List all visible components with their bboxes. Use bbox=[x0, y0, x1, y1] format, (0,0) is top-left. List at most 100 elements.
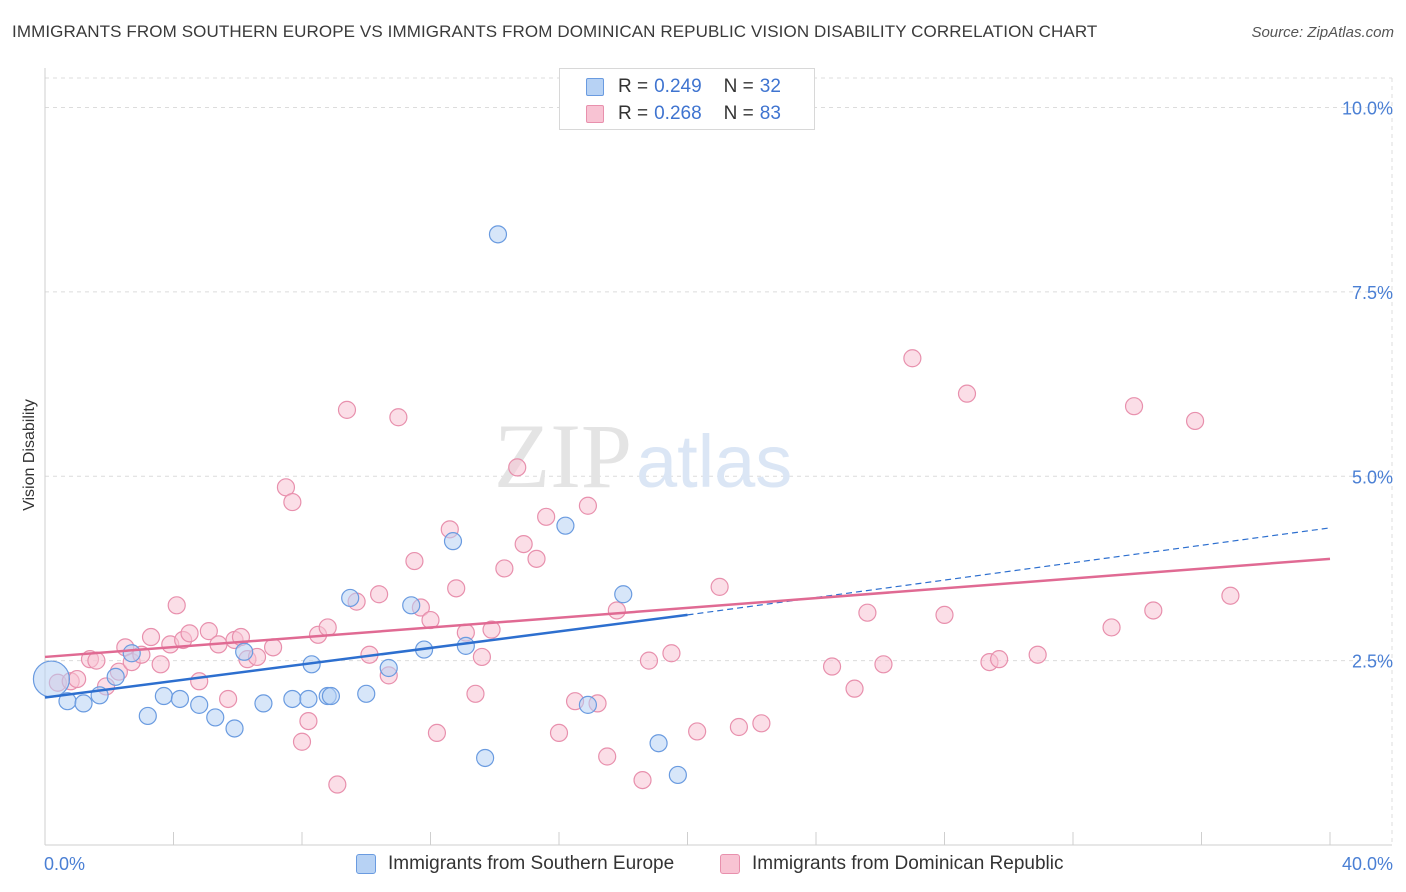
data-point bbox=[495, 559, 514, 578]
legend-swatch-pink bbox=[720, 854, 740, 874]
trend-line-pink bbox=[44, 557, 1331, 659]
data-point bbox=[466, 684, 485, 703]
trend-lines bbox=[44, 527, 1331, 699]
data-point bbox=[639, 651, 659, 670]
legend-row-dominican-republic: R = 0.268 N = 83 bbox=[586, 101, 781, 127]
data-point bbox=[337, 400, 357, 419]
data-point bbox=[68, 669, 87, 689]
correlation-legend: R = 0.249 N = 32 R = 0.268 N = 83 bbox=[559, 68, 815, 130]
data-point bbox=[845, 679, 864, 698]
watermark-zip: ZIP bbox=[494, 405, 632, 507]
data-point bbox=[138, 706, 157, 726]
y-tick-label: 10.0% bbox=[1342, 99, 1393, 119]
data-point bbox=[170, 689, 190, 709]
data-point bbox=[299, 689, 318, 709]
data-point bbox=[482, 620, 501, 639]
data-point bbox=[180, 624, 199, 643]
data-point bbox=[990, 650, 1009, 669]
data-point bbox=[283, 689, 302, 709]
data-point bbox=[1124, 397, 1144, 416]
data-point bbox=[729, 717, 749, 737]
data-point bbox=[292, 732, 312, 751]
data-point bbox=[1185, 411, 1205, 431]
data-point bbox=[379, 658, 398, 678]
source-credit: Source: ZipAtlas.com bbox=[1251, 24, 1394, 41]
legend-item-southern-europe: Immigrants from Southern Europe bbox=[356, 851, 674, 877]
data-point bbox=[190, 672, 209, 691]
legend-n-label: N = bbox=[723, 76, 754, 97]
data-point bbox=[710, 577, 729, 596]
data-point bbox=[858, 603, 877, 622]
data-point bbox=[199, 622, 218, 641]
data-point bbox=[74, 694, 93, 713]
legend-swatch-blue bbox=[356, 854, 376, 874]
legend-r-value: 0.268 bbox=[654, 103, 702, 124]
data-point bbox=[549, 723, 569, 743]
data-point bbox=[957, 384, 977, 403]
y-tick-label: 7.5% bbox=[1352, 283, 1393, 303]
data-point bbox=[283, 492, 302, 512]
legend-item-dominican-republic: Immigrants from Dominican Republic bbox=[720, 851, 1064, 877]
data-point bbox=[1221, 586, 1240, 605]
data-point bbox=[556, 516, 575, 535]
trend-extension-blue bbox=[687, 527, 1331, 616]
data-point bbox=[318, 618, 337, 637]
legend-label-dominican-republic: Immigrants from Dominican Republic bbox=[752, 853, 1064, 874]
data-point bbox=[154, 686, 173, 706]
data-point bbox=[752, 714, 771, 733]
data-point bbox=[633, 770, 652, 790]
legend-label-southern-europe: Immigrants from Southern Europe bbox=[388, 853, 675, 874]
watermark: ZIP atlas bbox=[494, 405, 792, 507]
legend-r-label: R = bbox=[618, 103, 649, 124]
data-point bbox=[649, 734, 668, 753]
x-tick-label-max: 40.0% bbox=[1342, 854, 1393, 874]
axes bbox=[44, 68, 1392, 846]
series-southern-europe-points bbox=[32, 225, 687, 785]
data-point bbox=[357, 684, 376, 703]
y-axis-label: Vision Disability bbox=[21, 399, 38, 511]
data-point bbox=[822, 657, 842, 676]
series-dominican-republic-points bbox=[48, 349, 1240, 794]
data-point bbox=[206, 708, 225, 727]
data-point bbox=[527, 549, 546, 568]
data-point bbox=[447, 579, 466, 598]
data-point bbox=[1028, 645, 1047, 664]
data-point bbox=[903, 349, 922, 368]
legend-n-label: N = bbox=[723, 103, 754, 124]
data-point bbox=[427, 723, 447, 743]
legend-swatch-pink bbox=[586, 105, 604, 123]
data-point bbox=[299, 711, 318, 731]
legend-n-value: 32 bbox=[759, 76, 781, 97]
data-point bbox=[935, 605, 954, 625]
chart-title: IMMIGRANTS FROM SOUTHERN EUROPE VS IMMIG… bbox=[12, 22, 1098, 41]
data-point bbox=[578, 695, 598, 714]
y-tick-label: 5.0% bbox=[1352, 467, 1393, 487]
data-point bbox=[321, 686, 341, 706]
data-point bbox=[32, 660, 71, 698]
data-point bbox=[263, 638, 283, 657]
data-point bbox=[219, 689, 238, 709]
watermark-atlas: atlas bbox=[636, 420, 792, 503]
axis-ticks: 2.5% 5.0% 7.5% 10.0% 0.0% 40.0% bbox=[44, 99, 1393, 875]
data-point bbox=[1144, 601, 1163, 620]
series-legend: Immigrants from Southern Europe Immigran… bbox=[0, 851, 1406, 877]
legend-n-value: 83 bbox=[759, 103, 781, 124]
data-point bbox=[141, 627, 161, 647]
data-point bbox=[443, 532, 463, 551]
data-point bbox=[341, 588, 360, 608]
data-point bbox=[578, 496, 598, 515]
x-tick-label-min: 0.0% bbox=[44, 854, 85, 874]
legend-r-label: R = bbox=[618, 76, 649, 97]
data-point bbox=[476, 748, 495, 768]
trend-line-blue bbox=[44, 613, 688, 699]
data-point bbox=[106, 667, 125, 686]
data-point bbox=[668, 765, 687, 785]
data-point bbox=[254, 694, 273, 713]
data-point bbox=[662, 644, 681, 663]
data-point bbox=[122, 644, 141, 663]
data-point bbox=[328, 775, 347, 794]
legend-r-value: 0.249 bbox=[654, 76, 702, 97]
data-point bbox=[614, 585, 633, 604]
data-point bbox=[402, 596, 421, 615]
